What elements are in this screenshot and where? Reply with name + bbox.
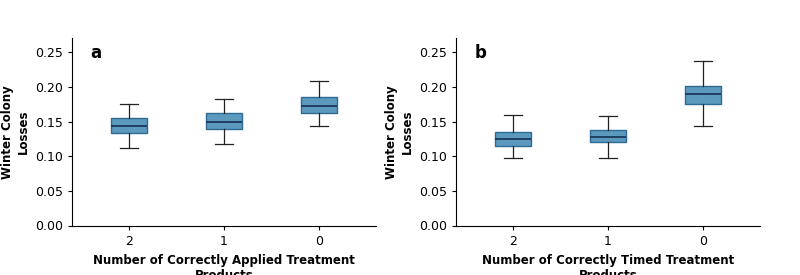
PathPatch shape [206, 113, 242, 128]
X-axis label: Number of Correctly Timed Treatment
Products: Number of Correctly Timed Treatment Prod… [482, 254, 734, 275]
Y-axis label: Winter Colony
Losses: Winter Colony Losses [2, 85, 30, 179]
Text: b: b [474, 44, 486, 62]
PathPatch shape [111, 118, 147, 133]
PathPatch shape [590, 130, 626, 142]
Text: a: a [90, 44, 102, 62]
X-axis label: Number of Correctly Applied Treatment
Products: Number of Correctly Applied Treatment Pr… [93, 254, 355, 275]
PathPatch shape [685, 86, 721, 104]
PathPatch shape [301, 97, 337, 112]
Y-axis label: Winter Colony
Losses: Winter Colony Losses [386, 85, 414, 179]
PathPatch shape [495, 132, 531, 146]
